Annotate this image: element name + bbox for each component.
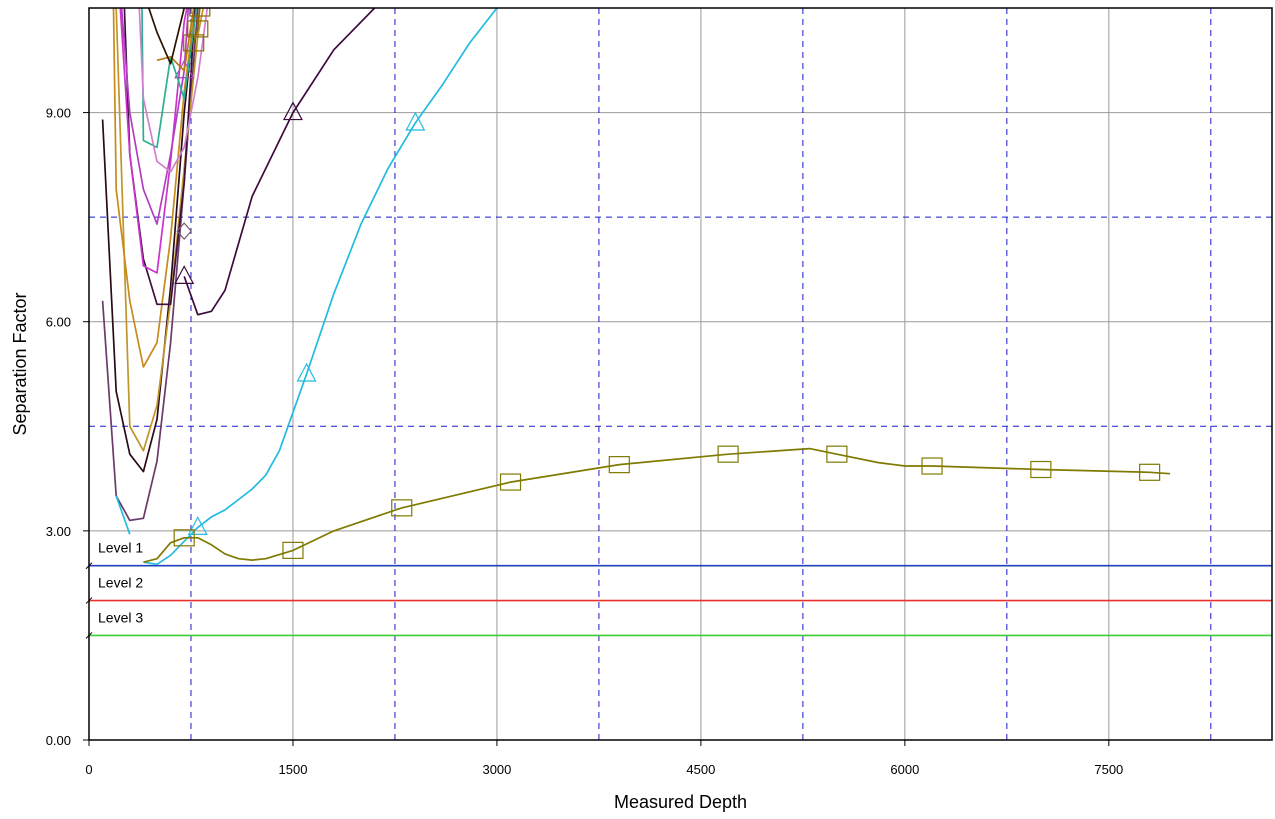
x-tick-label: 1500 (279, 762, 308, 777)
series-line (156, 8, 195, 72)
series-line (141, 8, 198, 149)
square-marker (717, 445, 739, 463)
triangle-marker (296, 362, 317, 382)
triangle-marker (174, 265, 195, 284)
x-tick-label: 7500 (1094, 762, 1123, 777)
series-group (101, 8, 1171, 566)
square-marker (826, 445, 848, 463)
series-line (119, 8, 188, 274)
x-tick-label: 4500 (686, 762, 715, 777)
grid (89, 8, 1272, 740)
square-marker (189, 8, 211, 17)
series-line (138, 8, 209, 173)
series-line (112, 8, 196, 368)
data-series (101, 8, 1171, 566)
plot-frame (88, 7, 1273, 741)
square-marker (183, 34, 205, 52)
square-marker (499, 473, 522, 491)
series-line (115, 495, 131, 535)
threshold-levels: Level 1 Level 2 Level 3 (85, 540, 1272, 639)
x-tick-label: 6000 (890, 762, 919, 777)
square-marker (391, 499, 413, 517)
series-line (183, 8, 376, 316)
y-axis-title: Separation Factor (10, 292, 30, 435)
diamond-marker (176, 222, 192, 240)
level-label: Level 2 (98, 575, 143, 591)
square-marker (187, 20, 209, 38)
square-marker (1139, 463, 1161, 481)
y-tick-label: 9.00 (46, 106, 71, 121)
series-line (143, 447, 1171, 564)
y-tick-label: 0.00 (46, 733, 71, 748)
x-tick-label: 3000 (482, 762, 511, 777)
triangle-marker (405, 111, 426, 131)
square-marker (1030, 460, 1052, 479)
square-marker (608, 456, 630, 474)
series-line (101, 8, 196, 473)
level-label: Level 1 (98, 540, 143, 556)
series-line (192, 8, 201, 44)
series-line (115, 8, 205, 452)
square-marker (282, 541, 304, 559)
axis-ticks: 0 1500 3000 4500 6000 7500 0.00 3.00 6.00 9.00 (46, 106, 1124, 777)
triangle-marker (187, 516, 208, 535)
square-marker (173, 529, 195, 547)
level-label: Level 3 (98, 609, 143, 625)
y-tick-label: 3.00 (46, 524, 71, 539)
y-tick-label: 6.00 (46, 315, 71, 330)
triangle-marker (282, 101, 303, 121)
series-line (147, 8, 186, 65)
square-marker (921, 457, 943, 475)
x-tick-label: 0 (85, 762, 92, 777)
x-axis-title: Measured Depth (614, 792, 747, 812)
